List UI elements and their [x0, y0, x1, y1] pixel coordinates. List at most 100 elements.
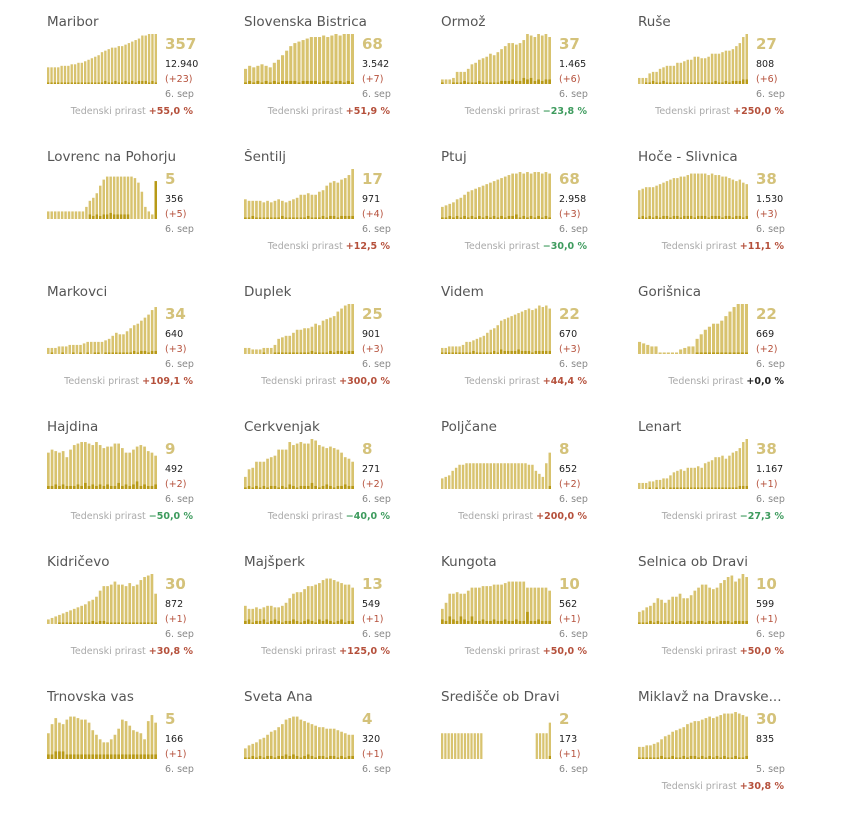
- new-cases-bar: [522, 620, 526, 624]
- weekly-growth: Tedenski prirast +50,0 %: [662, 646, 784, 657]
- new-cases-bar: [115, 352, 118, 354]
- new-cases-bar: [732, 352, 736, 354]
- new-cases-bar: [150, 350, 154, 354]
- new-cases-bar: [524, 350, 527, 354]
- new-cases-bar: [710, 487, 714, 489]
- new-cases-bar: [269, 485, 273, 489]
- new-cases-bar: [744, 352, 748, 354]
- active-bar: [124, 721, 128, 759]
- municipality-name: Ormož: [441, 14, 486, 30]
- last-date: 6. sep: [362, 764, 391, 775]
- new-cases-bar: [658, 217, 662, 219]
- active-bar: [474, 188, 477, 219]
- new-cases-bar: [139, 622, 143, 624]
- last-date: 6. sep: [362, 224, 391, 235]
- new-cases-bar: [336, 350, 340, 354]
- total-count: 562: [559, 599, 578, 610]
- active-bar: [68, 344, 72, 354]
- active-bar: [106, 446, 109, 489]
- new-cases-bar: [277, 755, 280, 759]
- municipality-name: Cerkvenjak: [244, 419, 320, 435]
- active-bar: [54, 451, 58, 489]
- active-bar: [489, 182, 492, 219]
- active-bar: [100, 341, 104, 354]
- new-cases-bar: [107, 82, 110, 84]
- new-cases-bar: [499, 349, 503, 354]
- new-cases-bar: [332, 352, 336, 354]
- new-cases-bar: [455, 215, 459, 219]
- new-cases-bar: [72, 485, 76, 489]
- active-bar: [714, 457, 717, 489]
- municipality-name: Kungota: [441, 554, 497, 570]
- new-cases-bar: [247, 217, 251, 219]
- weekly-growth-value: +50,0 %: [739, 646, 784, 657]
- active-bar: [671, 596, 674, 624]
- new-cases-bar: [478, 80, 481, 84]
- active-bar: [461, 464, 465, 489]
- active-bar: [137, 182, 140, 219]
- new-cases-bar: [461, 352, 465, 354]
- active-bar: [493, 463, 496, 489]
- active-bar: [745, 184, 748, 219]
- active-bar: [121, 584, 124, 624]
- active-bar: [506, 463, 510, 489]
- active-bar: [730, 575, 734, 624]
- active-bar: [255, 461, 258, 489]
- active-bar: [742, 37, 745, 84]
- new-cases-bar: [526, 611, 529, 624]
- active-bar: [654, 346, 658, 354]
- active-bar: [297, 41, 301, 84]
- new-cases-bar: [244, 620, 247, 624]
- new-cases-bar: [496, 82, 500, 84]
- new-cases-bar: [336, 620, 340, 624]
- new-cases-bar: [277, 620, 280, 624]
- new-cases-bar: [336, 217, 340, 219]
- new-cases-bar: [124, 80, 127, 84]
- active-bar: [448, 203, 452, 219]
- active-bar: [351, 587, 354, 624]
- total-count: 173: [559, 734, 578, 745]
- active-bar: [141, 35, 144, 84]
- active-bar: [321, 190, 325, 219]
- active-bar: [340, 583, 343, 624]
- new-cases-bar: [745, 755, 748, 759]
- active-bar: [98, 590, 102, 624]
- total-count: 166: [165, 734, 184, 745]
- active-bar: [648, 481, 651, 489]
- new-cases-bar: [284, 352, 288, 354]
- weekly-growth-label: Tedenski prirast: [70, 511, 146, 522]
- new-cases-bar: [150, 622, 154, 624]
- active-bar: [441, 206, 444, 219]
- new-cases-bar: [662, 487, 665, 489]
- active-bar: [127, 43, 131, 84]
- active-bar: [690, 173, 693, 219]
- municipality-card: Sveta Ana 4 320 (+1) 6. sep: [244, 683, 434, 818]
- active-bar: [472, 463, 475, 489]
- active-cases-chart: [638, 574, 748, 624]
- active-bar: [79, 344, 82, 354]
- new-cases-bar: [745, 485, 748, 489]
- active-bar: [252, 67, 256, 84]
- active-bar: [310, 724, 314, 759]
- new-cases-bar: [343, 757, 347, 759]
- active-bar: [121, 448, 124, 489]
- new-cases-bar: [470, 215, 474, 219]
- last-date: 6. sep: [362, 359, 391, 370]
- municipality-card: Cerkvenjak 8 271 (+2) 6. sep Tedenski prirast…: [244, 413, 434, 548]
- active-bar: [724, 458, 728, 489]
- active-bar: [641, 77, 644, 84]
- new-cases-bar: [244, 82, 248, 84]
- weekly-growth-label: Tedenski prirast: [464, 106, 540, 117]
- new-cases-bar: [704, 757, 708, 759]
- active-bar: [689, 595, 693, 624]
- new-cases-bar: [281, 485, 284, 489]
- active-bar: [714, 53, 717, 84]
- new-cases-bar: [255, 485, 258, 489]
- new-cases-bar: [465, 352, 468, 354]
- weekly-growth-label: Tedenski prirast: [661, 241, 737, 252]
- new-cases-bar: [61, 352, 64, 354]
- active-bar: [649, 745, 652, 759]
- municipality-card: Maribor 357 12.940 (+23) 6. sep Tedenski prir…: [47, 8, 237, 143]
- active-bar: [489, 463, 493, 489]
- weekly-growth: Tedenski prirast +300,0 %: [261, 376, 390, 387]
